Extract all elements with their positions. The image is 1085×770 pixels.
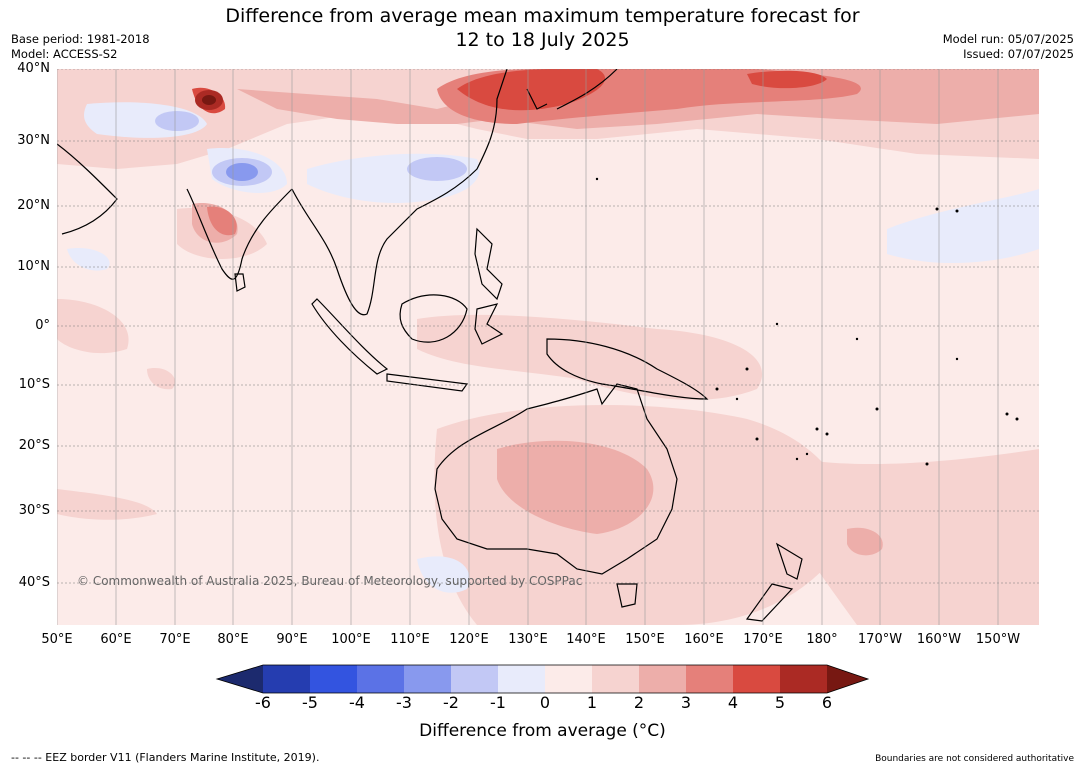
coastline-new-zealand: [745, 542, 803, 622]
lon-label-50e: 50°E: [41, 632, 73, 647]
anomaly-minus-3-2: [226, 163, 258, 181]
coastline-australia: [434, 383, 678, 575]
copyright-notice: © Commonwealth of Australia 2025, Bureau…: [77, 574, 583, 588]
coastline-sri-lanka: [234, 273, 246, 292]
anomaly-above-6: [202, 95, 216, 105]
lon-label-80e: 80°E: [217, 632, 249, 647]
boundaries-disclaimer: Boundaries are not considered authoritat…: [875, 754, 1074, 764]
meta-left: Base period: 1981-2018 Model: ACCESS-S2: [11, 32, 150, 62]
colorbar-tick: 1: [586, 693, 598, 712]
coastline-sumatra: [311, 298, 389, 375]
lon-label-70e: 70°E: [159, 632, 191, 647]
issued-date: Issued: 07/07/2025: [963, 47, 1074, 61]
lon-label-160w: 160°W: [916, 632, 962, 647]
lat-label-10s: 10°S: [18, 377, 50, 392]
model-run: Model run: 05/07/2025: [942, 32, 1074, 46]
colorbar-tick: -3: [396, 693, 412, 712]
lat-label-30n: 30°N: [17, 133, 50, 148]
colorbar-bin: [733, 665, 780, 693]
map-canvas: [57, 69, 1039, 625]
lon-label-160e: 160°E: [684, 632, 724, 647]
lat-label-equator: 0°: [35, 318, 50, 333]
colorbar-bin: [451, 665, 498, 693]
map-panel: [57, 69, 1039, 625]
lat-label-40n: 40°N: [17, 61, 50, 76]
coastline-tasmania: [616, 583, 638, 608]
colorbar-tick: 5: [774, 693, 786, 712]
colorbar-tick: -6: [255, 693, 271, 712]
base-period: Base period: 1981-2018: [11, 32, 150, 46]
coastline-japan: [526, 69, 618, 110]
colorbar-label: Difference from average (°C): [419, 721, 666, 741]
anomaly-4-5: [192, 69, 827, 114]
coastline-sulawesi: [474, 303, 504, 345]
lat-label-40s: 40°S: [18, 575, 50, 590]
colorbar-bin: [639, 665, 686, 693]
lon-label-170w: 170°W: [857, 632, 903, 647]
colorbar-tick: -1: [490, 693, 506, 712]
lat-label-20s: 20°S: [18, 438, 50, 453]
lon-label-120e: 120°E: [449, 632, 489, 647]
colorbar-tick: -4: [349, 693, 365, 712]
lat-label-10n: 10°N: [17, 259, 50, 274]
colorbar-tick: 3: [680, 693, 692, 712]
colorbar-bin: [263, 665, 310, 693]
model-name: Model: ACCESS-S2: [11, 47, 118, 61]
colorbar-graphic: [215, 664, 870, 694]
lon-label-110e: 110°E: [390, 632, 430, 647]
title-line-1: Difference from average mean maximum tem…: [225, 5, 860, 27]
lat-label-20n: 20°N: [17, 198, 50, 213]
colorbar-outline: [215, 664, 870, 694]
colorbar-arrow-high: [827, 665, 868, 693]
eez-border-note: -- -- -- EEZ border V11 (Flanders Marine…: [11, 751, 320, 764]
lon-label-170e: 170°E: [743, 632, 783, 647]
pacific-islands: [595, 177, 1019, 466]
lon-label-140e: 140°E: [566, 632, 606, 647]
colorbar-bin: [498, 665, 545, 693]
lon-label-150w: 150°W: [975, 632, 1021, 647]
colorbar-bin: [310, 665, 357, 693]
colorbar-bin: [545, 665, 592, 693]
colorbar-bin: [357, 665, 404, 693]
coastline-arabia: [57, 143, 118, 235]
lon-label-150e: 150°E: [625, 632, 665, 647]
coastline-new-guinea: [546, 338, 709, 400]
coastline-borneo: [399, 294, 468, 343]
colorbar-tick: -5: [302, 693, 318, 712]
lon-label-90e: 90°E: [276, 632, 308, 647]
lon-label-180: 180°: [806, 632, 838, 647]
coastlines: [57, 69, 803, 622]
map-title: Difference from average mean maximum tem…: [0, 4, 1085, 52]
colorbar-bin: [780, 665, 827, 693]
colorbar-arrow-low: [217, 665, 263, 693]
lat-label-30s: 30°S: [18, 503, 50, 518]
coastline-philippines: [474, 227, 503, 301]
anomaly-minus-1-0: [67, 102, 1039, 593]
colorbar-tick: 2: [633, 693, 645, 712]
colorbar-tick: 0: [539, 693, 551, 712]
meta-right: Model run: 05/07/2025 Issued: 07/07/2025: [943, 32, 1074, 62]
lon-label-130e: 130°E: [508, 632, 548, 647]
title-line-2: 12 to 18 July 2025: [455, 29, 630, 51]
colorbar-tick: 6: [821, 693, 833, 712]
coastline-india: [186, 188, 293, 280]
colorbar: [215, 664, 870, 698]
lon-label-100e: 100°E: [331, 632, 371, 647]
lon-label-60e: 60°E: [100, 632, 132, 647]
colorbar-bin: [404, 665, 451, 693]
coastline-se-asia: [291, 69, 508, 316]
coastline-java: [386, 373, 469, 392]
colorbar-bin: [686, 665, 733, 693]
colorbar-tick: 4: [727, 693, 739, 712]
colorbar-bin: [592, 665, 639, 693]
meridians: [57, 69, 999, 625]
colorbar-tick: -2: [443, 693, 459, 712]
